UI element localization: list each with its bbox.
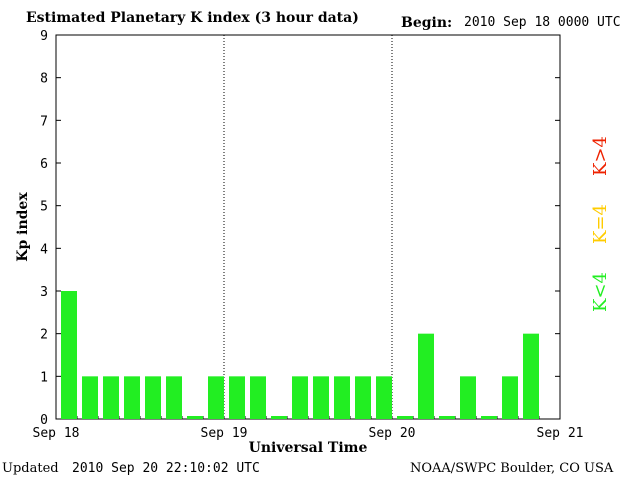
kp-bar [103,376,119,419]
x-tick-label: Sep 19 [201,426,248,441]
kp-bar [61,291,77,419]
kp-bar [292,376,308,419]
y-tick-label: 8 [40,72,48,87]
kp-bar [229,376,245,419]
y-tick-label: 1 [40,370,48,385]
legend-low: K<4 [590,272,611,312]
y-tick-label: 5 [40,200,48,215]
updated-label: Updated [2,461,59,476]
y-tick-label: 9 [40,29,48,44]
kp-bar [166,376,182,419]
kp-bar [523,333,539,419]
kp-bar [187,416,203,419]
begin-label: Begin: [401,15,453,31]
kp-bar [355,376,371,419]
kp-bar [271,416,287,419]
kp-bar [481,416,497,419]
y-axis-label: Kp index [15,192,31,262]
legend-high: K>4 [590,136,611,176]
kp-bar [313,376,329,419]
y-tick-label: 7 [40,114,48,129]
kp-bar [502,376,518,419]
kp-bar [334,376,350,419]
kp-bar [124,376,140,419]
x-tick-label: Sep 20 [369,426,416,441]
x-tick-label: Sep 18 [33,426,80,441]
legend-mid: K=4 [590,204,611,244]
y-tick-label: 3 [40,285,48,300]
kp-bar [397,416,413,419]
kp-bar [418,333,434,419]
updated-value: 2010 Sep 20 22:10:02 UTC [72,461,260,476]
y-tick-label: 6 [40,157,48,172]
x-tick-label: Sep 21 [537,426,584,441]
kp-bar [82,376,98,419]
y-tick-label: 0 [40,413,48,428]
kp-bar [250,376,266,419]
y-tick-label: 2 [40,328,48,343]
x-axis-label: Universal Time [249,440,368,456]
kp-bar [208,376,224,419]
kp-bar [439,416,455,419]
plot-frame [55,34,561,420]
y-tick-label: 4 [40,242,48,257]
kp-bar [376,376,392,419]
kp-bar [145,376,161,419]
kp-bar [460,376,476,419]
source-credit: NOAA/SWPC Boulder, CO USA [410,461,614,476]
begin-value: 2010 Sep 18 0000 UTC [464,15,621,30]
chart-title: Estimated Planetary K index (3 hour data… [26,10,359,26]
